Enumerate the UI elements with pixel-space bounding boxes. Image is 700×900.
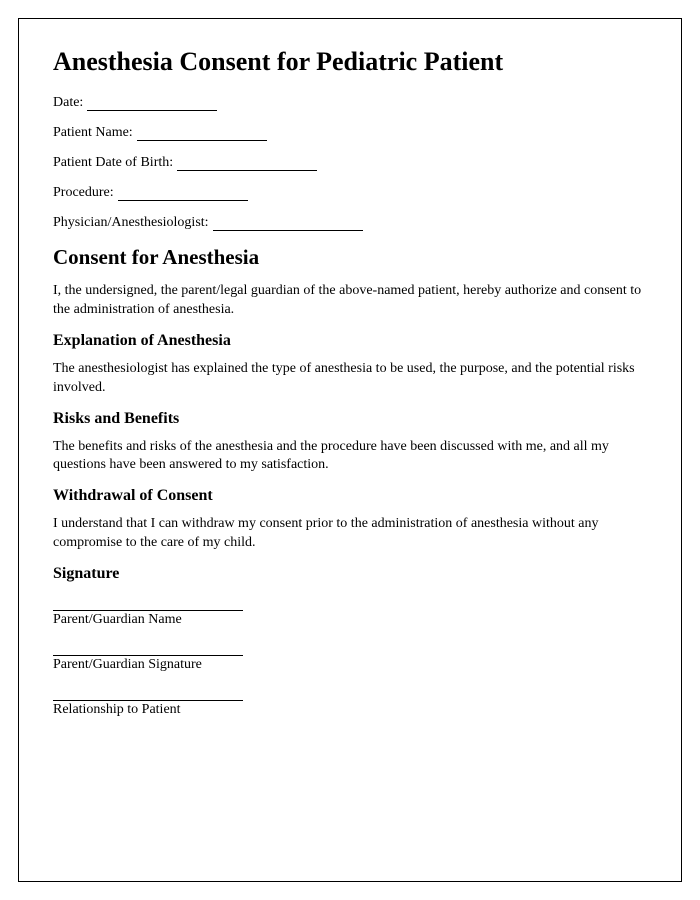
signature-heading: Signature (53, 565, 647, 583)
page-title: Anesthesia Consent for Pediatric Patient (53, 47, 647, 77)
withdrawal-heading: Withdrawal of Consent (53, 487, 647, 505)
patient-dob-field: Patient Date of Birth: (53, 155, 647, 171)
procedure-field: Procedure: (53, 185, 647, 201)
parent-signature-label: Parent/Guardian Signature (53, 657, 647, 673)
date-input-line[interactable] (87, 97, 217, 111)
parent-name-line[interactable] (53, 593, 243, 611)
consent-heading: Consent for Anesthesia (53, 245, 647, 270)
explanation-heading: Explanation of Anesthesia (53, 332, 647, 350)
date-label: Date: (53, 95, 83, 111)
explanation-text: The anesthesiologist has explained the t… (53, 360, 647, 398)
signature-block: Parent/Guardian Name Parent/Guardian Sig… (53, 593, 647, 718)
procedure-input-line[interactable] (118, 187, 248, 201)
patient-dob-input-line[interactable] (177, 157, 317, 171)
relationship-label: Relationship to Patient (53, 702, 647, 718)
risks-text: The benefits and risks of the anesthesia… (53, 438, 647, 476)
consent-text: I, the undersigned, the parent/legal gua… (53, 282, 647, 320)
physician-input-line[interactable] (213, 217, 363, 231)
physician-field: Physician/Anesthesiologist: (53, 215, 647, 231)
patient-name-label: Patient Name: (53, 125, 133, 141)
physician-label: Physician/Anesthesiologist: (53, 215, 209, 231)
patient-name-input-line[interactable] (137, 127, 267, 141)
patient-dob-label: Patient Date of Birth: (53, 155, 173, 171)
date-field: Date: (53, 95, 647, 111)
parent-signature-line[interactable] (53, 638, 243, 656)
consent-form-page: Anesthesia Consent for Pediatric Patient… (18, 18, 682, 882)
parent-name-label: Parent/Guardian Name (53, 612, 647, 628)
relationship-line[interactable] (53, 683, 243, 701)
procedure-label: Procedure: (53, 185, 114, 201)
risks-heading: Risks and Benefits (53, 410, 647, 428)
withdrawal-text: I understand that I can withdraw my cons… (53, 515, 647, 553)
patient-name-field: Patient Name: (53, 125, 647, 141)
